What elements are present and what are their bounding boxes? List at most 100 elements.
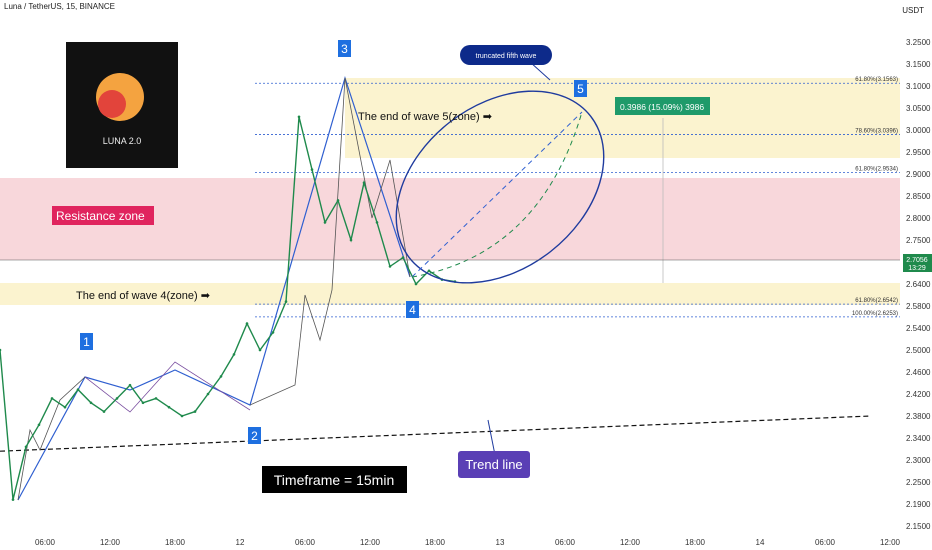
price-point [167,405,171,409]
price-point [310,168,314,171]
abc-structure [84,361,251,413]
truncated-fifth-label: truncated fifth wave [476,53,537,60]
x-tick-label: 12:00 [100,538,121,547]
price-point [154,397,158,400]
x-tick-label: 18:00 [165,538,186,547]
price-point [284,300,288,303]
price-point [388,265,392,268]
y-tick-label: 2.1900 [906,500,931,509]
x-tick-label: 12:00 [880,538,901,547]
y-axis: 3.2500 3.1500 3.1000 3.0500 3.0000 2.9500 2.90… [906,38,931,531]
x-tick-label: 13 [496,538,505,547]
y-tick-label: 2.6400 [906,280,931,289]
y-tick-label: 2.2500 [906,478,931,487]
price-point [427,269,431,273]
price-point [63,405,67,409]
price-point [232,353,236,356]
measure-label: 0.3986 (15.09%) 3986 [620,102,704,112]
x-tick-label: 06:00 [555,538,576,547]
x-tick-label: 12:00 [620,538,641,547]
y-tick-label: 3.2500 [906,38,931,47]
wave5-zone-label: The end of wave 5(zone) ➡ [358,111,492,123]
svg-text:4: 4 [409,303,416,317]
price-point [375,221,379,224]
x-tick-label: 06:00 [35,538,56,547]
x-tick-label: 12:00 [360,538,381,547]
x-tick-label: 06:00 [815,538,836,547]
price-point [24,445,28,449]
y-tick-label: 2.3000 [906,456,931,465]
price-point [37,423,41,427]
trend-line [0,415,872,452]
projection-green [411,111,583,278]
logo-text: LUNA 2.0 [103,136,142,146]
price-point [193,410,197,413]
fib-levels: 61.80%(3.1563) 78.60%(3.0396) 61.80%(2.953… [255,77,900,318]
y-tick-label: 2.9000 [906,170,931,179]
price-point [414,282,418,286]
svg-text:2: 2 [251,429,258,443]
price-point [349,238,353,242]
current-price: 2.7056 [906,257,928,264]
y-tick-label: 2.1500 [906,522,931,531]
wave4-zone-label: The end of wave 4(zone) ➡ [76,290,210,302]
fib-label: 61.80%(2.6542) [855,298,898,304]
y-tick-label: 2.9500 [906,148,931,157]
fib-label: 61.80%(3.1563) [855,77,898,83]
price-point [323,221,327,224]
price-point [336,199,340,202]
x-tick-label: 18:00 [685,538,706,547]
luna-logo: LUNA 2.0 [66,42,178,168]
price-point [50,397,54,400]
price-point [11,498,15,501]
y-tick-label: 2.5400 [906,324,931,333]
y-tick-label: 2.5000 [906,346,931,355]
svg-text:5: 5 [577,82,584,96]
svg-text:1: 1 [83,335,90,349]
y-tick-label: 2.8000 [906,214,931,223]
y-tick-label: 2.3800 [906,412,931,421]
wave5-zone [345,78,900,158]
price-point [401,256,405,259]
y-tick-label: 3.1500 [906,60,931,69]
price-points [0,115,457,501]
trend-callout-pointer [487,419,496,456]
price-point [76,388,80,391]
y-tick-label: 2.3400 [906,434,931,443]
x-tick-label: 18:00 [425,538,446,547]
wave-label-3: 3 [338,40,351,57]
price-point [258,348,262,352]
wave3-sub-structure [249,77,346,406]
sub-wave-structure [17,376,86,501]
y-tick-label: 3.0500 [906,104,931,113]
wave-label-2: 2 [248,427,261,444]
price-point [297,115,301,119]
price-point [128,383,132,387]
price-line [0,116,456,500]
wave4-zone [0,283,900,305]
x-axis: 06:00 12:00 18:00 12 06:00 12:00 18:00 13 06:00 1… [35,538,901,547]
projection-blue [411,111,583,278]
price-point [180,414,184,418]
y-tick-label: 2.4600 [906,368,931,377]
current-time: 13:29 [908,265,926,272]
resistance-zone-label: Resistance zone [56,209,145,223]
price-point [0,348,2,352]
wave4-abc [344,77,411,278]
fib-label: 61.80%(2.9534) [855,167,898,173]
price-point [271,331,275,334]
price-point [115,397,119,400]
price-point [102,410,106,413]
y-tick-label: 2.5800 [906,302,931,311]
wave-label-4: 4 [406,301,419,318]
x-tick-label: 12 [236,538,245,547]
price-point [362,181,366,185]
y-tick-label: 2.7500 [906,236,931,245]
y-tick-label: 3.1000 [906,82,931,91]
price-point [206,392,210,396]
chart-title: Luna / TetherUS, 15, BINANCE [4,2,116,11]
y-tick-label: 2.8500 [906,192,931,201]
wave-label-5: 5 [574,80,587,97]
truncated-fifth-ellipse [395,90,605,284]
